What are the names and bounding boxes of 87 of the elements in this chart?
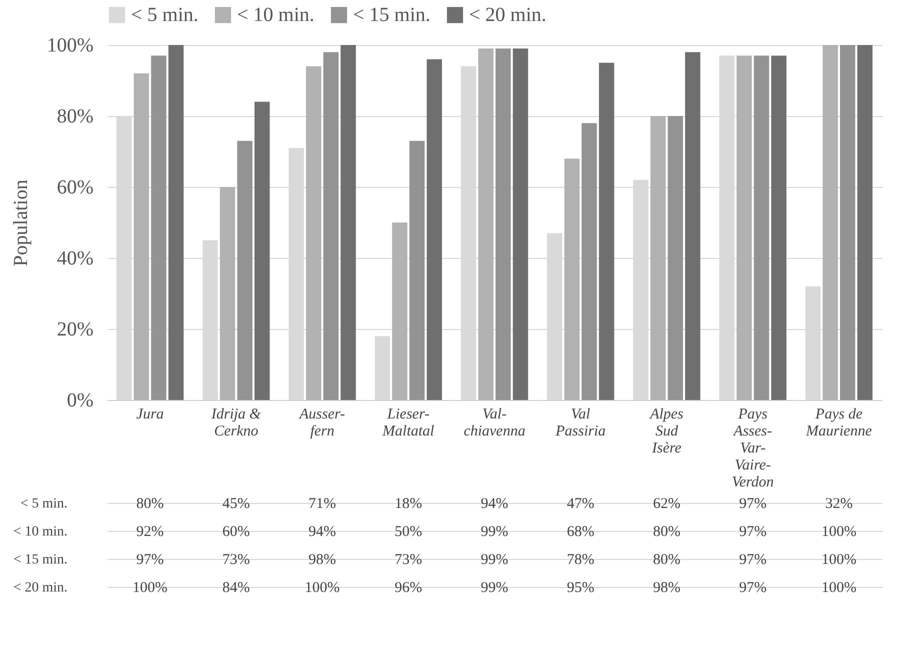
- y-tick-label: 80%: [56, 106, 94, 128]
- bar: [220, 187, 236, 400]
- bar: [392, 222, 408, 400]
- bar: [685, 52, 700, 400]
- y-axis-title: Population: [10, 180, 32, 266]
- bar: [496, 48, 511, 400]
- data-label: 73%: [394, 552, 422, 568]
- bar: [151, 56, 166, 400]
- x-tick-label: Alpes Sud Isère: [649, 406, 684, 456]
- y-tick-label: 100%: [46, 34, 94, 56]
- data-label: 97%: [739, 580, 767, 596]
- x-tick-label: Idrija & Cerkno: [210, 406, 262, 440]
- text: < 15 min.: [13, 552, 68, 568]
- data-label: 94%: [480, 496, 508, 512]
- data-label: 95%: [566, 580, 594, 596]
- bar: [736, 56, 752, 400]
- x-tick-label: Val Passiria: [554, 406, 606, 440]
- data-label: 80%: [652, 524, 680, 540]
- bar: [409, 140, 425, 400]
- data-label: 60%: [222, 524, 250, 540]
- legend-label: < 20 min.: [469, 4, 546, 26]
- data-label: 100%: [304, 580, 340, 596]
- data-label: 80%: [136, 496, 164, 512]
- bar: [426, 59, 442, 400]
- data-label: 45%: [222, 496, 250, 512]
- x-tick-label: Jura: [136, 406, 164, 422]
- bar: [512, 48, 528, 400]
- x-tick-label: Lieser- Maltatal: [382, 406, 434, 440]
- bar: [598, 62, 614, 400]
- legend-label: < 10 min.: [237, 4, 314, 26]
- x-tick-label: Pays Asses- Var- Vaire- Verdon: [732, 406, 774, 490]
- data-label: 92%: [136, 524, 164, 540]
- data-label: 99%: [480, 580, 508, 596]
- data-label: 99%: [480, 552, 508, 568]
- bar: [478, 48, 494, 400]
- x-tick-label: Pays de Maurienne: [805, 406, 872, 440]
- data-label: 98%: [652, 580, 680, 596]
- bar: [650, 116, 666, 400]
- data-label: 98%: [308, 552, 336, 568]
- data-label: 100%: [821, 580, 856, 596]
- data-label: 97%: [739, 552, 767, 568]
- data-label: 99%: [480, 524, 508, 540]
- bar: [840, 45, 856, 400]
- text: < 10 min.: [13, 524, 68, 540]
- y-tick-label: 40%: [56, 248, 94, 270]
- bar: [668, 116, 683, 400]
- bar: [754, 56, 770, 400]
- data-label: 50%: [394, 524, 422, 540]
- data-label: 73%: [222, 552, 250, 568]
- data-label: 62%: [652, 496, 680, 512]
- data-label: 18%: [394, 496, 422, 512]
- x-tick-label: Ausser- fern: [298, 406, 346, 440]
- legend-label: < 15 min.: [353, 4, 430, 26]
- bar: [323, 52, 339, 400]
- data-label: 32%: [825, 496, 853, 512]
- bar: [822, 45, 838, 400]
- data-label: 97%: [739, 524, 767, 540]
- data-label: 71%: [308, 496, 336, 512]
- bar: [857, 45, 873, 400]
- data-label: 84%: [222, 580, 250, 596]
- bar: [134, 73, 150, 400]
- bar: [254, 102, 270, 400]
- bar: [582, 123, 597, 400]
- data-label: 100%: [821, 552, 856, 568]
- data-label: 94%: [308, 524, 336, 540]
- text: < 20 min.: [13, 580, 68, 596]
- y-tick-label: 0%: [66, 390, 94, 412]
- x-tick-label: Val- chiavenna: [464, 406, 526, 440]
- data-label: 100%: [132, 580, 168, 596]
- y-tick-label: 20%: [56, 318, 94, 340]
- data-label: 68%: [566, 524, 594, 540]
- data-label: 78%: [566, 552, 594, 568]
- text: < 5 min.: [20, 496, 68, 512]
- data-label: 80%: [652, 552, 680, 568]
- bar: [771, 56, 786, 400]
- data-label: 47%: [566, 496, 594, 512]
- data-label: 97%: [739, 496, 767, 512]
- data-label: 100%: [821, 524, 856, 540]
- bar: [306, 66, 322, 400]
- bar: [168, 45, 184, 400]
- bar: [340, 45, 356, 400]
- y-tick-label: 60%: [56, 176, 94, 198]
- bar: [564, 158, 580, 400]
- bar: [237, 140, 252, 400]
- data-label: 97%: [136, 552, 164, 568]
- legend-label: < 5 min.: [131, 4, 198, 26]
- data-label: 96%: [394, 580, 422, 596]
